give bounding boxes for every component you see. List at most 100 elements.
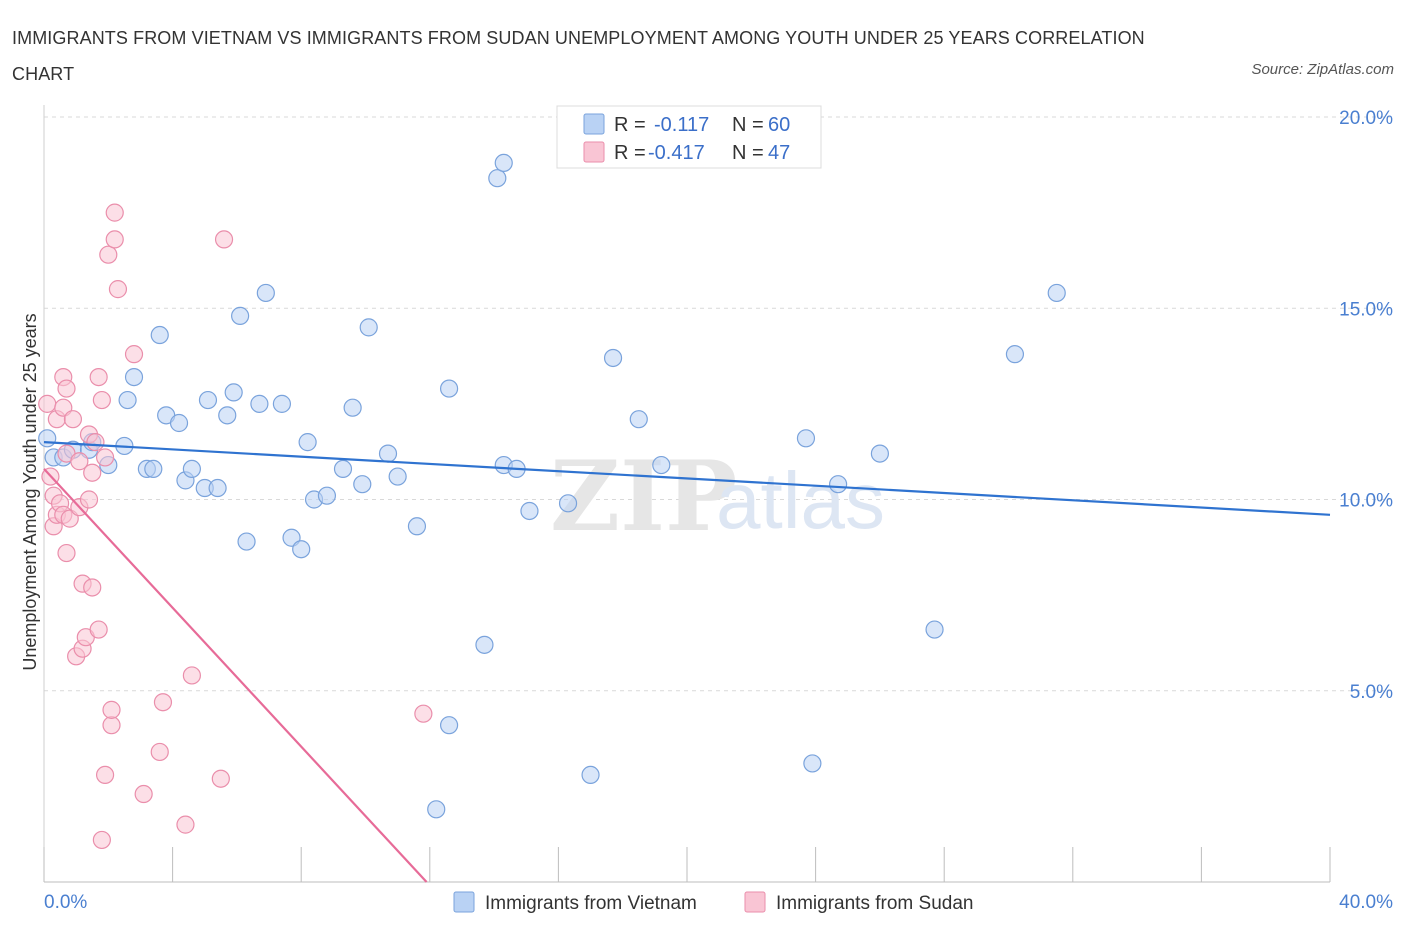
series-label-vietnam: Immigrants from Vietnam [485,893,697,914]
grid-lines [44,116,1390,692]
series-legend: Immigrants from Vietnam Immigrants from … [453,891,973,914]
point-sudan [57,543,76,563]
series-label-sudan: Immigrants from Sudan [776,893,973,914]
point-sudan [86,433,105,452]
point-sudan [83,463,102,482]
point-vietnam [581,765,600,785]
point-sudan [105,230,124,249]
legend-n-value-sudan: 47 [768,142,790,164]
point-vietnam [237,532,256,551]
point-vietnam [298,433,317,452]
point-vietnam [208,478,227,498]
point-sudan [105,203,124,222]
point-vietnam [803,754,822,773]
point-sudan [134,784,153,804]
point-vietnam [118,390,137,410]
point-vietnam [150,325,169,345]
legend-r-label-vietnam: R = [614,114,646,136]
point-vietnam [427,800,446,819]
point-vietnam [925,620,944,639]
point-vietnam [144,459,163,478]
trend-lines [43,441,1331,883]
point-sudan [92,830,111,850]
legend-swatch-sudan [583,141,605,163]
y-tick-label: 20.0% [1339,108,1393,129]
point-sudan [95,765,115,785]
point-vietnam [169,413,189,433]
axes [43,105,1331,883]
chart-title: IMMIGRANTS FROM VIETNAM VS IMMIGRANTS FR… [12,28,1145,84]
point-vietnam [250,394,269,413]
point-vietnam [124,368,144,387]
point-vietnam [198,390,218,410]
point-vietnam [343,398,362,417]
point-vietnam [558,494,578,513]
point-vietnam [353,475,372,494]
point-sudan [38,394,57,413]
point-vietnam [333,459,353,478]
legend-n-label-sudan: N = [732,142,764,164]
point-vietnam [439,379,459,398]
point-vietnam [629,410,648,429]
watermark-atlas: atlas [716,456,885,545]
point-sudan [95,448,115,467]
point-vietnam [520,501,539,521]
point-sudan [108,280,128,299]
legend-swatch-vietnam [583,113,605,135]
point-sudan [153,693,173,712]
trend-line-sudan [43,468,428,883]
point-vietnam [407,517,427,536]
point-sudan [63,410,83,429]
legend-r-value-sudan: -0.417 [648,142,705,164]
point-vietnam [439,716,459,735]
point-vietnam [272,394,292,413]
y-tick-label: 15.0% [1339,299,1393,320]
point-vietnam [652,455,671,475]
legend-box: R = -0.117 N = 60 R = -0.417 N = 47 [556,105,822,169]
point-sudan [70,452,89,471]
point-sudan [102,700,121,719]
point-vietnam [1047,283,1066,303]
point-sudan [182,666,201,685]
y-axis-label: Unemployment Among Youth under 25 years [20,313,40,670]
point-vietnam [388,467,407,486]
point-sudan [79,490,99,509]
point-vietnam [292,540,311,559]
point-vietnam [224,383,243,402]
trend-line-vietnam [43,441,1331,516]
point-sudan [102,716,121,735]
point-vietnam [378,444,398,463]
y-tick-label: 10.0% [1339,491,1393,512]
point-sudan [150,742,169,762]
legend-n-label-vietnam: N = [732,114,764,136]
point-sudan [211,769,230,788]
point-sudan [92,390,111,410]
legend-r-label-sudan: R = [614,142,646,164]
point-sudan [89,620,108,639]
point-sudan [414,704,433,723]
x-tick-max: 40.0% [1339,892,1393,913]
point-sudan [176,815,195,834]
point-vietnam [182,459,201,478]
point-vietnam [218,406,237,425]
point-sudan [214,230,234,249]
series-swatch-vietnam [453,891,475,913]
point-vietnam [38,429,57,448]
point-sudan [124,345,144,364]
y-tick-label: 5.0% [1350,682,1393,703]
series-swatch-sudan [744,891,766,913]
point-vietnam [231,306,250,325]
point-sudan [57,379,76,398]
point-vietnam [603,348,623,368]
point-vietnam [475,635,494,654]
watermark-zip: ZIP [550,440,737,553]
chart-source: Source: ZipAtlas.com [1251,61,1394,78]
x-tick-min: 0.0% [44,892,87,913]
point-sudan [89,368,108,387]
legend-r-value-vietnam: -0.117 [654,114,709,136]
point-sudan [99,245,118,264]
point-vietnam [494,153,513,172]
point-vietnam [870,444,890,463]
point-sudan [83,578,102,597]
